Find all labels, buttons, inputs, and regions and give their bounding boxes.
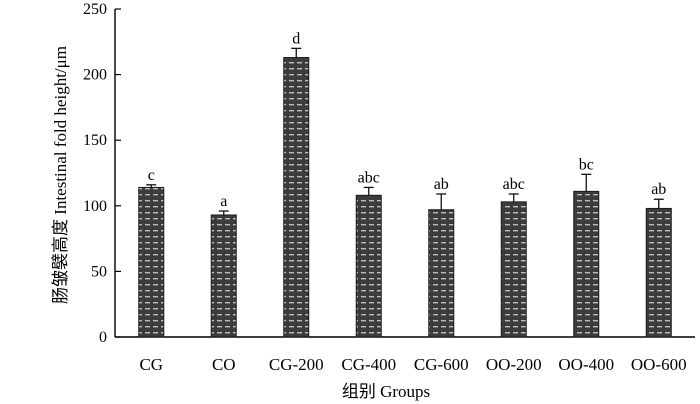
- x-axis-label: 组别 Groups: [342, 382, 430, 401]
- x-tick-label-OO-400: OO-400: [558, 355, 614, 374]
- significance-label-OO-200: abc: [503, 176, 525, 193]
- significance-label-CG: c: [148, 167, 155, 184]
- bar-CG: [138, 186, 165, 338]
- bar-CG-400: [355, 194, 382, 338]
- y-tick-label-5: 250: [83, 1, 107, 18]
- x-tick-label-CG-600: CG-600: [414, 355, 469, 374]
- y-tick-label-3: 150: [83, 132, 107, 149]
- x-tick-label-CG-200: CG-200: [269, 355, 324, 374]
- significance-label-CO: a: [220, 193, 227, 210]
- significance-label-CG-200: d: [292, 30, 300, 47]
- significance-label-OO-600: ab: [651, 181, 666, 198]
- bar-OO-400: [573, 190, 600, 338]
- y-tick-label-0: 0: [99, 329, 107, 346]
- y-tick-label-4: 200: [83, 67, 107, 84]
- x-tick-label-OO-200: OO-200: [486, 355, 542, 374]
- bar-CG-600: [428, 209, 455, 338]
- significance-label-CG-600: ab: [434, 176, 449, 193]
- plot-area: 0 50 100 150 200 250 c CG a CO d CG-200 abc CG-400 ab C…: [83, 1, 695, 374]
- x-tick-label-CG-400: CG-400: [341, 355, 396, 374]
- y-axis-label: 肠皱襞高度 Intestinal fold height/μm: [50, 46, 70, 304]
- bar-CG-200: [283, 57, 310, 338]
- significance-label-OO-400: bc: [579, 156, 594, 173]
- y-tick-label-2: 100: [83, 198, 107, 215]
- bar-OO-600: [645, 207, 672, 338]
- bar-CO: [210, 214, 237, 338]
- x-tick-label-OO-600: OO-600: [631, 355, 687, 374]
- bar-OO-200: [500, 201, 527, 338]
- x-tick-label-CG: CG: [139, 355, 163, 374]
- y-tick-label-1: 50: [91, 263, 107, 280]
- significance-label-CG-400: abc: [358, 169, 380, 186]
- x-tick-label-CO: CO: [212, 355, 236, 374]
